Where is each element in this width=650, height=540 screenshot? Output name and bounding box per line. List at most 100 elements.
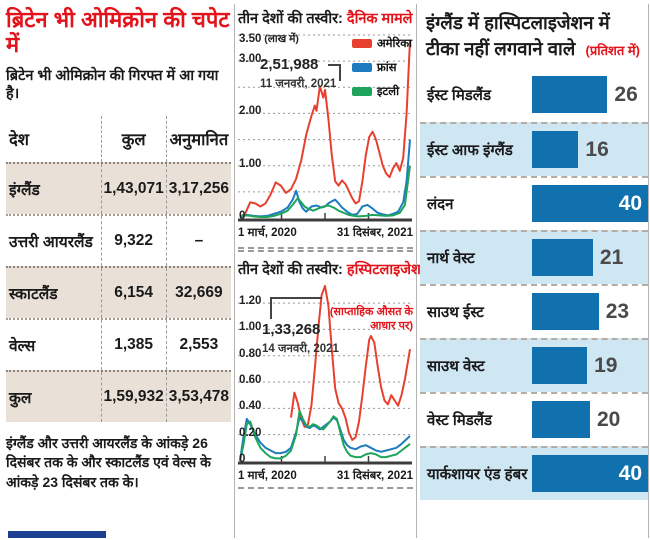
table-header-country: देश <box>9 131 29 149</box>
y-axis-label: 0.40 <box>239 400 262 413</box>
bar-label: नार्थ वेस्ट <box>427 249 475 267</box>
x-axis-end-label: 31 दिसंबर, 2021 <box>336 470 413 482</box>
table-cell: वेल्स <box>9 337 36 355</box>
table-header-total: कुल <box>100 115 166 162</box>
table-row: इंग्लैंड 1,43,071 3,17,256 <box>6 161 231 214</box>
table-row: कुल 1,59,932 3,53,478 <box>6 369 231 422</box>
table-row: वेल्स 1,385 2,553 <box>6 317 231 370</box>
chart2-title-highlight: हस्पिटलाइजेशन <box>346 262 429 278</box>
bar-label: ईस्ट मिडलैंड <box>427 86 492 104</box>
bar-value: 16 <box>585 137 609 161</box>
unvaccinated-bars-panel: इंग्लैंड में हास्पिटलाइजेशन में टीका नही… <box>420 4 649 538</box>
bar-value: 19 <box>594 353 618 377</box>
decorative-strip <box>8 531 106 538</box>
y-axis-label: 2.00 <box>239 105 262 118</box>
table-body: इंग्लैंड 1,43,071 3,17,256 उत्तरी आयरलैंड 9,… <box>6 161 231 422</box>
y-axis-label: 3.50 (लाख में) <box>239 33 299 45</box>
y-axis-label: 0 <box>239 210 246 222</box>
bar-row: लंदन 40 <box>420 175 648 230</box>
chart2-annotation: 1,33,268 14 जनवरी, 2021 <box>262 321 339 356</box>
y-axis-label: 0.80 <box>239 347 262 360</box>
hospitalization-chart: तीन देशों की तस्वीर: हस्पिटलाइजेशन (साप्… <box>238 259 429 489</box>
legend-item: फ्रांस <box>351 60 412 75</box>
bar-value: 21 <box>599 245 624 269</box>
bar-label: यार्कशायर एंड हंबर <box>427 465 528 483</box>
bar-row: साउथ ईस्ट 23 <box>420 283 648 338</box>
legend-swatch <box>351 39 372 48</box>
annotation-connector <box>270 297 322 319</box>
series-line <box>239 139 411 218</box>
chart1-title-highlight: दैनिक मामले <box>346 11 413 27</box>
bar-label: साउथ वेस्ट <box>427 357 485 375</box>
x-axis-end-label: 31 दिसंबर, 2021 <box>336 227 413 239</box>
annotation-value: 2,51,988 <box>260 56 319 73</box>
bar-zone: 19 <box>532 340 648 392</box>
y-axis-label: 1.00 <box>239 321 262 334</box>
x-axis-start-label: 1 मार्च, 2020 <box>238 470 297 482</box>
table-cell: 3,17,256 <box>165 163 231 214</box>
table-cell: स्काटलैंड <box>9 285 58 303</box>
bar-value: 40 <box>618 191 642 215</box>
bars-title: इंग्लैंड में हास्पिटलाइजेशन में टीका नही… <box>420 4 648 68</box>
annotation-date: 14 जनवरी, 2021 <box>262 343 339 355</box>
bar <box>532 239 593 277</box>
bar-row: साउथ वेस्ट 19 <box>420 337 648 392</box>
chart-separator <box>238 247 413 252</box>
chart2-note: (साप्ताहिक औसत के आधार पर) <box>329 306 413 333</box>
bar-zone: 23 <box>532 286 648 338</box>
table-cell: 3,53,478 <box>165 371 231 422</box>
legend-item: अमेरिका <box>351 36 412 51</box>
bar-zone: 21 <box>532 232 648 284</box>
annotation-date: 11 जनवरी, 2021 <box>260 78 337 90</box>
bar-label: लंदन <box>427 195 454 213</box>
table-row: स्काटलैंड 6,154 32,669 <box>6 265 231 318</box>
chart2-plot: (साप्ताहिक औसत के आधार पर) 1,33,268 14 ज… <box>238 283 413 465</box>
britain-omicron-panel: ब्रिटेन भी ओमिक्रोन की चपेट में ब्रिटेन … <box>6 4 231 538</box>
legend-swatch <box>351 63 372 72</box>
chart1-svg <box>238 34 412 222</box>
bar-label: वेस्ट मिडलैंड <box>427 411 492 429</box>
table-row: उत्तरी आयरलैंड 9,322– <box>6 213 231 266</box>
table-cell: 1,385 <box>100 319 166 370</box>
chart2-x-axis: 1 मार्च, 2020 31 दिसंबर, 2021 <box>238 468 413 483</box>
bar-zone: 16 <box>532 124 648 176</box>
y-axis-label: 0.20 <box>239 426 262 439</box>
legend-swatch <box>351 87 372 96</box>
bar <box>532 401 590 439</box>
series-line <box>239 40 411 218</box>
chart1-x-axis: 1 मार्च, 2020 31 दिसंबर, 2021 <box>238 225 413 240</box>
bar-zone: 40 <box>532 448 648 500</box>
table-cell: कुल <box>9 389 32 407</box>
bars-title-text: इंग्लैंड में हास्पिटलाइजेशन में टीका नही… <box>426 12 610 59</box>
table-cell: 32,669 <box>165 267 231 318</box>
chart1-annotation: 2,51,988 11 जनवरी, 2021 <box>260 56 336 91</box>
table-cell: 6,154 <box>100 267 166 318</box>
cases-table: देश कुल अनुमानित इंग्लैंड 1,43,071 3,17,25… <box>6 115 231 422</box>
bar <box>532 131 579 169</box>
bar-label: साउथ ईस्ट <box>427 303 484 321</box>
table-cell: 1,59,932 <box>100 371 166 422</box>
legend-label: इटली <box>376 86 400 98</box>
chart2-title-prefix: तीन देशों की तस्वीर: <box>238 262 343 278</box>
y-axis-label: 0 <box>239 453 246 465</box>
bar-chart: ईस्ट मिडलैंड 26 ईस्ट आफ इंग्लैंड 16 लंदन 40 ना… <box>420 68 648 500</box>
series-line <box>239 410 411 462</box>
chart2-title: तीन देशों की तस्वीर: हस्पिटलाइजेशन <box>238 259 429 279</box>
y-axis-label: 1.00 <box>239 157 262 170</box>
bar <box>532 293 599 331</box>
table-header-row: देश कुल अनुमानित <box>6 115 231 162</box>
chart2-svg <box>238 285 412 465</box>
legend-label: अमेरिका <box>376 38 412 50</box>
bar: 40 <box>532 455 648 493</box>
bar: 40 <box>532 185 648 223</box>
bar-row: ईस्ट आफ इंग्लैंड 16 <box>420 121 648 176</box>
table-cell: 9,322 <box>100 215 166 266</box>
table-cell: इंग्लैंड <box>9 181 40 199</box>
x-axis-start-label: 1 मार्च, 2020 <box>238 227 297 239</box>
annotation-connector <box>328 64 341 81</box>
legend-label: फ्रांस <box>376 62 397 74</box>
table-cell: 2,553 <box>165 319 231 370</box>
chart1-title-prefix: तीन देशों की तस्वीर: <box>238 11 343 27</box>
chart1-title: तीन देशों की तस्वीर: दैनिक मामले <box>238 8 413 28</box>
